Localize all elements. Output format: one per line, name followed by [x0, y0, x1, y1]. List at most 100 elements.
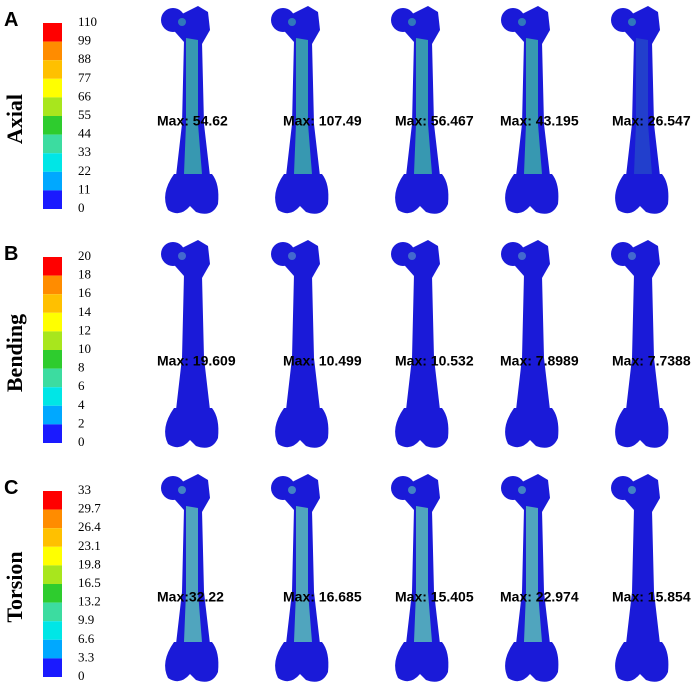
- panel-letter: C: [4, 477, 18, 499]
- femur-head-spot: [628, 486, 636, 494]
- legend-tick: 14: [78, 304, 92, 319]
- femur-neck: [278, 240, 320, 278]
- legend-tick: 12: [78, 322, 91, 337]
- max-label: Max: 26.547: [612, 113, 691, 129]
- femur-head-spot: [178, 486, 186, 494]
- femur-stress: [184, 506, 202, 642]
- legend-tick: 110: [78, 14, 97, 29]
- femur-stress: [414, 38, 432, 174]
- legend-swatch: [43, 41, 62, 61]
- femur-condyles: [505, 408, 559, 448]
- femur-shaft: [516, 274, 550, 410]
- femur-condyles: [615, 642, 669, 682]
- legend-swatch: [43, 584, 62, 603]
- max-label: Max: 56.467: [395, 113, 474, 129]
- femur-stress: [634, 38, 652, 174]
- legend-swatch: [43, 331, 62, 350]
- legend-tick: 16: [78, 285, 92, 300]
- legend-swatch: [43, 312, 62, 332]
- legend-tick: 26.4: [78, 519, 101, 534]
- femur-shaft: [406, 274, 440, 410]
- panel-letter: A: [4, 9, 18, 31]
- femur-neck: [278, 474, 320, 512]
- femur-shaft: [626, 40, 660, 176]
- legend-tick: 4: [78, 397, 85, 412]
- max-label: Max: 7.7388: [612, 353, 691, 369]
- femur-neck: [398, 240, 440, 278]
- femur-head-spot: [518, 18, 526, 26]
- femur-head-spot: [518, 252, 526, 260]
- max-label: Max: 107.49: [283, 113, 362, 129]
- femur-head-spot: [288, 486, 296, 494]
- legend-tick: 6.6: [78, 631, 95, 646]
- max-label: Max: 43.195: [500, 113, 579, 129]
- legend-swatch: [43, 294, 62, 313]
- max-label: Max: 10.532: [395, 353, 474, 369]
- legend-tick: 2: [78, 415, 85, 430]
- femur-head-spot: [288, 18, 296, 26]
- femur-stress: [184, 38, 202, 174]
- max-label: Max: 10.499: [283, 353, 362, 369]
- femur-shaft: [626, 274, 660, 410]
- femur-stress: [524, 506, 542, 642]
- row-label: Bending: [2, 314, 27, 392]
- femur-neck: [618, 240, 660, 278]
- femur-condyles: [395, 642, 449, 682]
- legend-tick: 29.7: [78, 501, 101, 516]
- legend-swatch: [43, 78, 62, 98]
- legend-tick: 11: [78, 181, 91, 196]
- femur-neck: [168, 240, 210, 278]
- legend-tick: 33: [78, 144, 91, 159]
- legend-tick: 77: [78, 70, 92, 85]
- femur-neck: [508, 6, 550, 44]
- legend-tick: 20: [78, 248, 91, 263]
- femur-stress: [294, 38, 312, 174]
- femur-neck: [508, 474, 550, 512]
- panel: C Torsion 33 29.7 26.4 23.1 19.8 16.5 13.2 9.9 6.6…: [2, 474, 691, 683]
- legend-swatch: [43, 565, 62, 584]
- femur-shaft: [626, 508, 660, 644]
- femur-condyles: [505, 642, 559, 682]
- legend-swatch: [43, 491, 62, 510]
- femur-condyles: [615, 174, 669, 214]
- legend-swatch: [43, 368, 62, 388]
- femur-neck: [168, 474, 210, 512]
- max-label: Max:32.22: [157, 589, 224, 605]
- femur-condyles: [275, 642, 329, 682]
- panel-letter: B: [4, 243, 18, 265]
- legend-swatch: [43, 171, 62, 191]
- legend-swatch: [43, 23, 62, 42]
- max-label: Max: 22.974: [500, 589, 579, 605]
- legend-swatch: [43, 116, 62, 135]
- max-label: Max: 15.405: [395, 589, 474, 605]
- femur-head-spot: [178, 18, 186, 26]
- femur-neck: [508, 240, 550, 278]
- legend-tick: 22: [78, 163, 91, 178]
- legend-tick: 18: [78, 267, 91, 282]
- max-label: Max: 15.854: [612, 589, 691, 605]
- legend-tick: 0: [78, 668, 85, 683]
- max-label: Max: 7.8989: [500, 353, 579, 369]
- legend-swatch: [43, 257, 62, 276]
- legend-swatch: [43, 546, 62, 566]
- legend-tick: 0: [78, 434, 85, 449]
- legend-swatch: [43, 602, 62, 622]
- femur-head-spot: [178, 252, 186, 260]
- femur-shaft: [286, 274, 320, 410]
- legend-tick: 9.9: [78, 612, 94, 627]
- legend-tick: 19.8: [78, 556, 101, 571]
- femur-neck: [618, 6, 660, 44]
- legend-swatch: [43, 134, 62, 154]
- femur-neck: [618, 474, 660, 512]
- femur-head-spot: [408, 486, 416, 494]
- femur-condyles: [275, 174, 329, 214]
- legend-swatch: [43, 190, 62, 209]
- legend-swatch: [43, 639, 62, 659]
- femur-neck: [168, 6, 210, 44]
- legend-tick: 3.3: [78, 649, 94, 664]
- legend-swatch: [43, 387, 62, 406]
- legend-tick: 33: [78, 482, 91, 497]
- max-label: Max: 54.62: [157, 113, 228, 129]
